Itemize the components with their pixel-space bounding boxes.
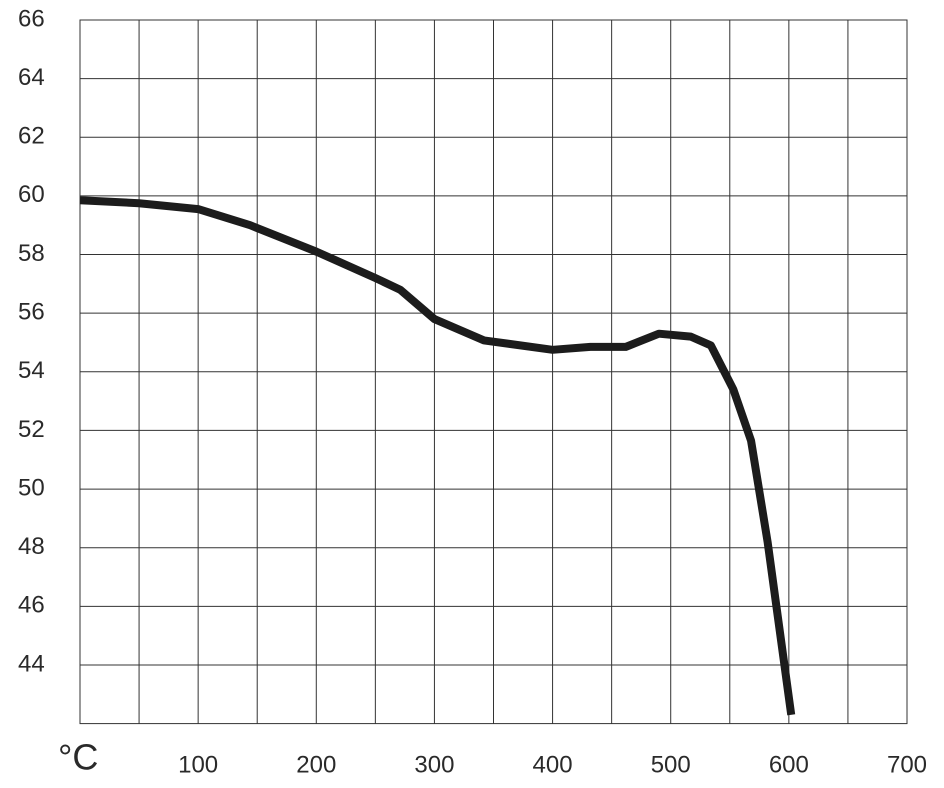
line xyxy=(79,196,796,716)
y-tick-label: 66 xyxy=(18,5,45,32)
y-tick-label: 54 xyxy=(18,357,45,384)
y-tick-label: 52 xyxy=(18,416,45,443)
x-tick-label: 100 xyxy=(178,751,218,778)
x-tick-label: 400 xyxy=(533,751,573,778)
x-tick-label: 300 xyxy=(414,751,454,778)
y-tick-label: 48 xyxy=(18,533,45,560)
x-tick-label: 500 xyxy=(651,751,691,778)
y-tick-label: 56 xyxy=(18,299,45,326)
x-tick-label: 200 xyxy=(296,751,336,778)
x-axis-label: °C xyxy=(58,737,98,778)
y-tick-label: 50 xyxy=(18,474,45,501)
y-tick-label: 44 xyxy=(18,650,45,677)
y-tick-label: 62 xyxy=(18,123,45,150)
y-tick-label: 58 xyxy=(18,240,45,267)
y-tick-label: 64 xyxy=(18,64,45,91)
x-tick-label: 600 xyxy=(769,751,809,778)
x-tick-label: 700 xyxy=(887,751,927,778)
y-tick-label: 46 xyxy=(18,592,45,619)
y-tick-label: 60 xyxy=(18,181,45,208)
